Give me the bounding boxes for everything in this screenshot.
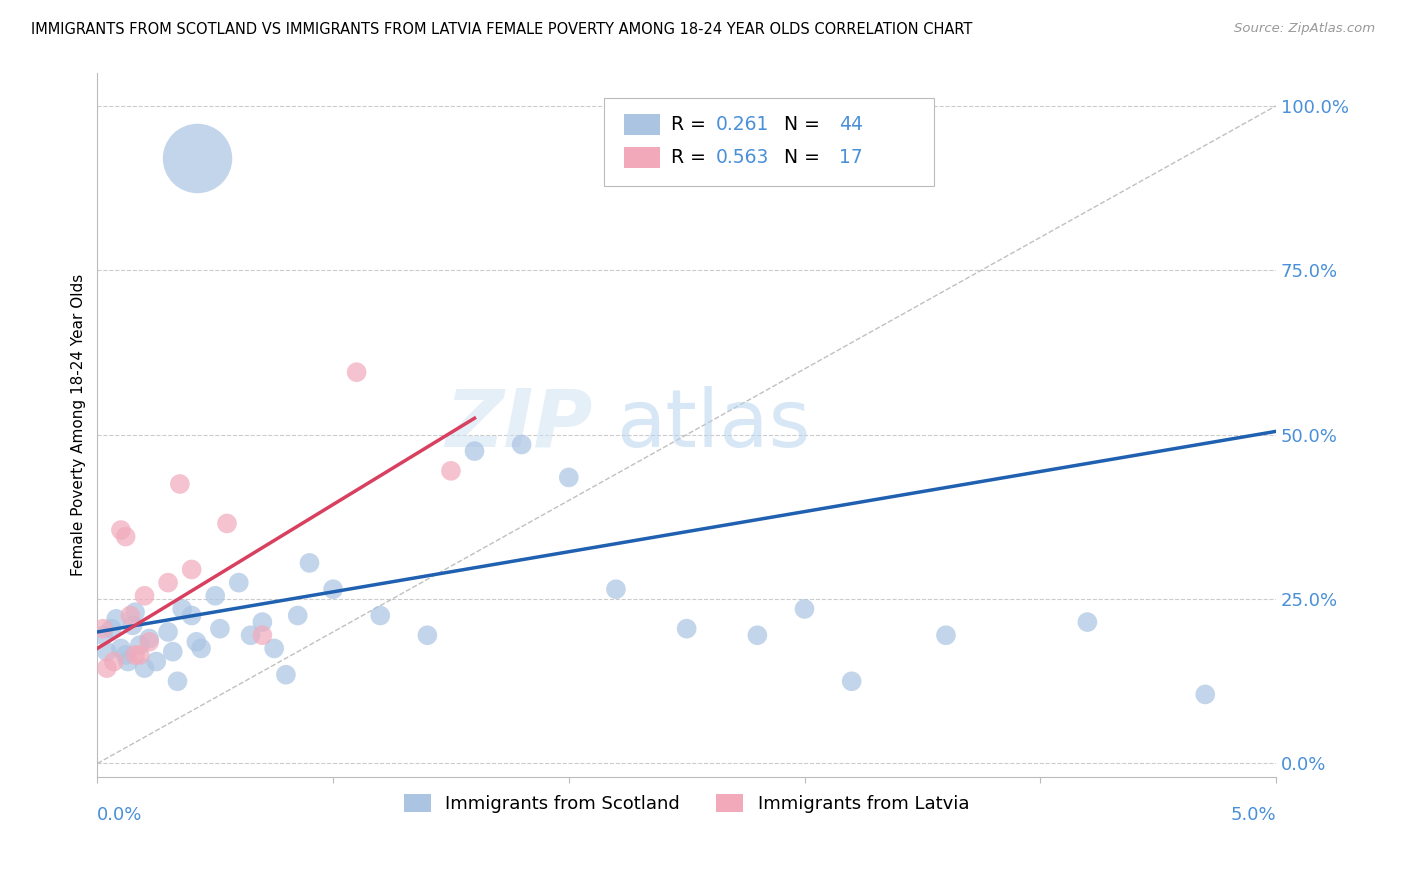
Point [128,648,150,662]
Point [145,655,167,669]
Point [114,530,136,544]
Point [228,575,250,590]
Point [134,661,156,675]
Point [440,464,463,478]
Point [204,589,226,603]
Point [841,674,863,689]
Point [416,628,439,642]
Point [121,618,143,632]
Point [287,608,309,623]
Point [747,628,769,642]
Point [208,622,231,636]
Point [120,608,142,623]
Point [166,674,188,689]
Text: 17: 17 [839,148,862,167]
Point [298,556,321,570]
Legend: Immigrants from Scotland, Immigrants from Latvia: Immigrants from Scotland, Immigrants fro… [396,787,977,821]
Text: 5.0%: 5.0% [1230,806,1277,824]
Text: 0.261: 0.261 [716,115,769,134]
Point [134,589,156,603]
Point [114,648,136,662]
Point [463,444,485,458]
Text: 0.0%: 0.0% [97,806,143,824]
Point [675,622,697,636]
Text: R =: R = [671,148,713,167]
Point [105,612,128,626]
Point [124,648,146,662]
Point [103,655,125,669]
Text: R =: R = [671,115,713,134]
Point [157,624,180,639]
FancyBboxPatch shape [605,97,934,186]
Point [1194,688,1216,702]
Point [180,608,202,623]
Point [169,477,191,491]
Text: 0.563: 0.563 [716,148,769,167]
Point [346,365,368,379]
Point [322,582,344,597]
Y-axis label: Female Poverty Among 18-24 Year Olds: Female Poverty Among 18-24 Year Olds [72,274,86,576]
Point [793,602,815,616]
Text: ZIP: ZIP [444,386,592,464]
Point [368,608,391,623]
Point [558,470,581,484]
Point [274,667,297,681]
FancyBboxPatch shape [624,114,659,135]
Text: 44: 44 [839,115,863,134]
Point [96,661,118,675]
Point [128,638,150,652]
Point [172,602,194,616]
Point [124,605,146,619]
Point [138,635,160,649]
Point [186,635,208,649]
Point [190,641,212,656]
Point [138,632,160,646]
Point [935,628,957,642]
Point [117,655,139,669]
Point [110,641,132,656]
Point [263,641,285,656]
Point [96,645,118,659]
Text: Source: ZipAtlas.com: Source: ZipAtlas.com [1234,22,1375,36]
Point [157,575,180,590]
Text: N =: N = [772,115,825,134]
Text: IMMIGRANTS FROM SCOTLAND VS IMMIGRANTS FROM LATVIA FEMALE POVERTY AMONG 18-24 YE: IMMIGRANTS FROM SCOTLAND VS IMMIGRANTS F… [31,22,973,37]
Text: atlas: atlas [616,386,810,464]
Point [1076,615,1098,629]
FancyBboxPatch shape [624,147,659,168]
Text: N =: N = [772,148,825,167]
Point [100,622,122,636]
Point [252,628,274,642]
Point [162,645,184,659]
Point [91,628,114,642]
Point [186,152,208,166]
Point [510,437,533,451]
Point [215,516,238,531]
Point [605,582,627,597]
Point [252,615,274,629]
Point [110,523,132,537]
Point [239,628,262,642]
Point [180,562,202,576]
Point [91,622,114,636]
